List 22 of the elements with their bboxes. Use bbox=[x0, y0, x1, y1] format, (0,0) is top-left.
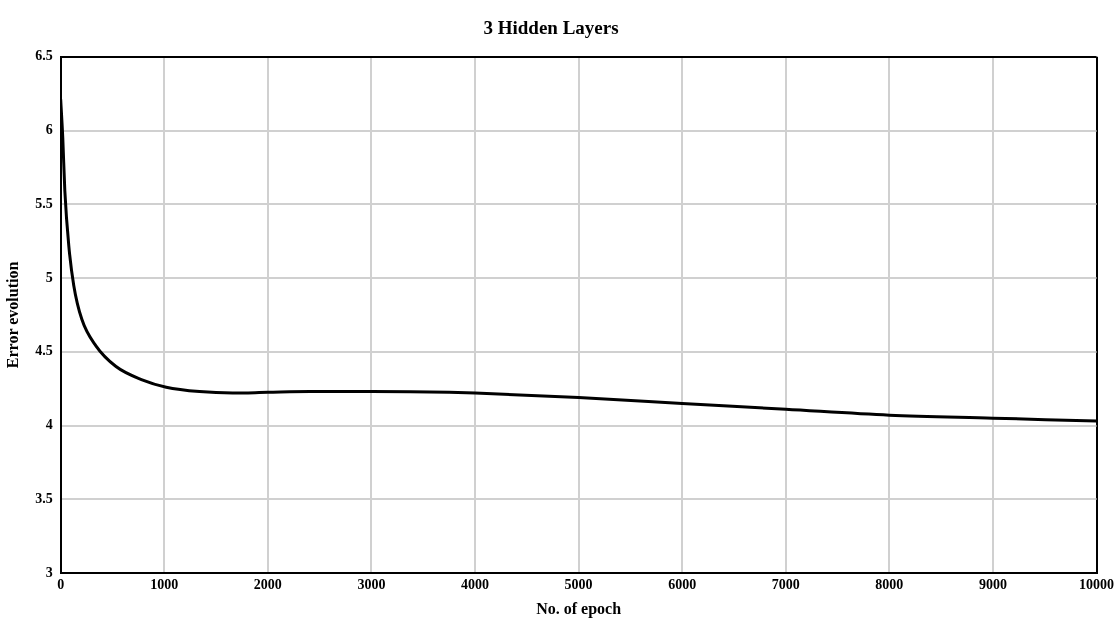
chart-title: 3 Hidden Layers bbox=[483, 17, 619, 39]
x-tick-label: 7000 bbox=[771, 577, 800, 593]
x-tick-label: 9000 bbox=[978, 577, 1007, 593]
y-tick-label: 5 bbox=[45, 269, 53, 285]
x-tick-label: 5000 bbox=[564, 577, 593, 593]
y-tick-label: 5.5 bbox=[35, 195, 53, 211]
y-tick-label: 3.5 bbox=[35, 490, 53, 506]
y-tick-label: 4.5 bbox=[35, 343, 53, 359]
x-tick-label: 8000 bbox=[875, 577, 904, 593]
y-tick-label: 3 bbox=[45, 564, 53, 580]
x-tick-label: 10000 bbox=[1079, 577, 1114, 593]
y-tick-label: 4 bbox=[45, 417, 53, 433]
x-axis-title: No. of epoch bbox=[536, 599, 622, 618]
x-tick-label: 3000 bbox=[357, 577, 386, 593]
x-tick-label: 2000 bbox=[253, 577, 282, 593]
y-tick-label: 6.5 bbox=[35, 48, 53, 64]
y-tick-label: 6 bbox=[45, 122, 53, 138]
x-tick-label: 0 bbox=[57, 577, 65, 593]
x-tick-label: 6000 bbox=[668, 577, 697, 593]
x-tick-label: 4000 bbox=[461, 577, 490, 593]
y-axis-title: Error evolution bbox=[3, 261, 21, 369]
x-tick-label: 1000 bbox=[150, 577, 179, 593]
